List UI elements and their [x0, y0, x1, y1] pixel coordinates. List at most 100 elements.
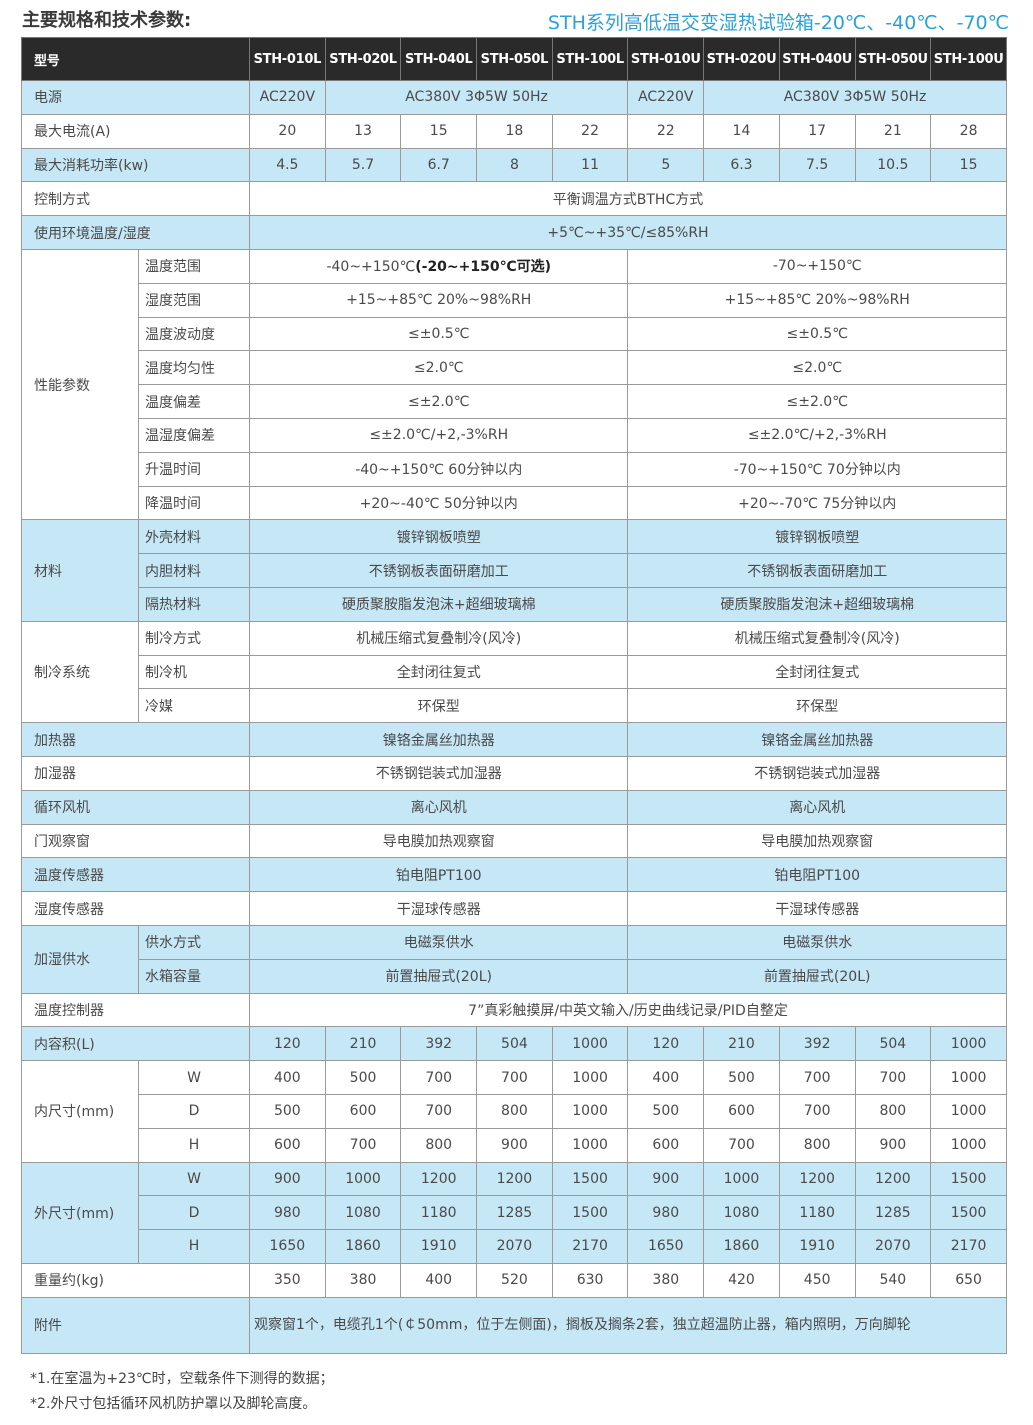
u-series-value: 不锈钢铠装式加湿器: [627, 755, 1007, 791]
table-row: 温度均匀性 ≤2.0℃ ≤2.0℃: [22, 350, 1007, 386]
value-cell: 700: [778, 1093, 856, 1129]
row-label: 加湿器: [21, 755, 250, 791]
l-series-value: 导电膜加热观察窗: [248, 823, 629, 859]
value-cell: 13: [324, 113, 402, 149]
u-series-value: ≤2.0℃: [627, 350, 1007, 386]
l-series-value: ≤2.0℃: [248, 350, 629, 386]
value-cell: 800: [400, 1127, 478, 1163]
value-cell: 1500: [551, 1161, 629, 1197]
l-series-text: 机械压缩式复叠制冷(风冷): [356, 631, 522, 648]
value-cell: 7.5: [778, 147, 856, 183]
group-label: 外尺寸(mm): [21, 1161, 139, 1264]
value-cell: 392: [778, 1026, 856, 1062]
value-cell: 2070: [854, 1229, 932, 1264]
sub-label: H: [138, 1229, 250, 1264]
table-row: 湿度传感器 干湿球传感器 干湿球传感器: [21, 891, 1007, 926]
value-cell: 500: [627, 1093, 705, 1129]
value-cell: 1860: [703, 1229, 780, 1264]
model-name: STH-010L: [249, 37, 326, 81]
spec-table: 型号 STH-010L STH-020L STH-040L STH-050L STH-10…: [21, 37, 1007, 1354]
value-cell: 1200: [476, 1161, 553, 1197]
value-cell: 1285: [854, 1195, 932, 1231]
l-series-text: ≤±2.0℃: [407, 393, 470, 410]
value-cell: 600: [249, 1127, 326, 1163]
u-series-value: 干湿球传感器: [627, 891, 1007, 926]
table-row: 制冷系统 制冷方式 机械压缩式复叠制冷(风冷) 机械压缩式复叠制冷(风冷): [21, 620, 1007, 724]
value-cell: 1200: [400, 1161, 478, 1197]
sub-label: H: [138, 1127, 250, 1163]
l-series-value: +20~-40℃ 50分钟以内: [248, 485, 629, 521]
sub-label: 温度均匀性: [138, 350, 250, 386]
table-row: 性能参数 温度范围 -40~+150℃(-20~+150℃可选) -70~+150℃: [21, 248, 1007, 521]
value-cell: 1000: [551, 1060, 629, 1095]
l-series-value: ≤±2.0℃/+2,-3%RH: [248, 417, 629, 453]
u-series-value: ≤±0.5℃: [627, 316, 1007, 352]
value-cell: 1650: [249, 1229, 326, 1264]
row-label: 加热器: [21, 722, 250, 757]
value-cell: 700: [400, 1060, 478, 1095]
row-label: 内容积(L): [21, 1026, 250, 1062]
l-series-value: 不锈钢铠装式加湿器: [248, 755, 629, 791]
product-series-title: STH系列高低温交变湿热试验箱-20℃、-40℃、-70℃: [547, 12, 1009, 34]
table-row: 内容积(L) 120 210 392 504 1000 120 210 392 504 1000: [21, 1026, 1007, 1062]
value-cell: 平衡调温方式BTHC方式: [249, 181, 1007, 217]
value-cell: 1000: [930, 1127, 1007, 1163]
value-cell: AC380V 3Φ5W 50Hz: [324, 80, 629, 115]
value-cell: 20: [249, 113, 326, 149]
value-cell: 400: [400, 1262, 478, 1298]
value-cell: 7”真彩触摸屏/中英文输入/历史曲线记录/PID自整定: [249, 992, 1007, 1028]
l-series-text: 环保型: [417, 698, 460, 715]
sub-label: 供水方式: [138, 924, 250, 960]
table-row: D 980 1080 1180 1285 1500 980 1080 1180 1285 1500: [22, 1195, 1007, 1231]
l-series-text: 全封闭往复式: [396, 664, 481, 681]
section-title: 主要规格和技术参数:: [22, 10, 192, 31]
l-series-value: ≤±2.0℃: [248, 384, 629, 419]
value-cell: 504: [854, 1026, 932, 1062]
value-cell: 700: [400, 1093, 478, 1129]
value-cell: 450: [778, 1262, 856, 1298]
l-series-value: 离心风机: [248, 789, 629, 825]
value-cell: AC380V 3Φ5W 50Hz: [703, 80, 1007, 115]
value-cell: 800: [778, 1127, 856, 1163]
table-row: 加热器 镍铬金属丝加热器 镍铬金属丝加热器: [21, 722, 1007, 757]
value-cell: 21: [854, 113, 932, 149]
u-series-value: 机械压缩式复叠制冷(风冷): [627, 620, 1007, 656]
model-name: STH-020U: [703, 37, 780, 81]
value-cell: 1000: [551, 1026, 629, 1062]
l-series-value: 机械压缩式复叠制冷(风冷): [248, 620, 629, 656]
group-label: 材料: [21, 519, 139, 622]
value-cell: 1500: [930, 1195, 1007, 1231]
sub-label: 制冷机: [138, 654, 250, 690]
value-cell: 700: [476, 1060, 553, 1095]
u-series-value: 硬质聚胺脂发泡沫+超细玻璃棉: [627, 586, 1007, 622]
l-series-value: 硬质聚胺脂发泡沫+超细玻璃棉: [248, 586, 629, 622]
l-series-value: 前置抽屉式(20L): [248, 958, 629, 994]
value-cell: 1910: [400, 1229, 478, 1264]
l-series-value: ≤±0.5℃: [248, 316, 629, 352]
table-row: 冷媒 环保型 环保型: [22, 688, 1007, 724]
sub-label: 温度偏差: [138, 384, 250, 419]
table-row: 循环风机 离心风机 离心风机: [21, 789, 1007, 825]
sub-label: W: [138, 1161, 250, 1197]
value-cell: 700: [324, 1127, 402, 1163]
value-cell: 504: [476, 1026, 553, 1062]
u-series-value: -70~+150℃: [627, 248, 1007, 284]
value-cell: 900: [854, 1127, 932, 1163]
table-row: 电源 AC220V AC380V 3Φ5W 50Hz AC220V AC380V 3Φ5…: [21, 80, 1007, 115]
sub-label: 制冷方式: [138, 620, 250, 656]
l-series-text: +15~+85℃ 20%~98%RH: [346, 292, 532, 309]
table-row: 隔热材料 硬质聚胺脂发泡沫+超细玻璃棉 硬质聚胺脂发泡沫+超细玻璃棉: [22, 586, 1007, 622]
table-row: 水箱容量 前置抽屉式(20L) 前置抽屉式(20L): [22, 958, 1007, 994]
value-cell: 6.7: [400, 147, 478, 183]
value-cell: 1000: [551, 1127, 629, 1163]
table-header-row: 型号 STH-010L STH-020L STH-040L STH-050L STH-10…: [21, 37, 1007, 81]
model-name: STH-040U: [778, 37, 856, 81]
value-cell: 380: [627, 1262, 705, 1298]
table-row: 温度波动度 ≤±0.5℃ ≤±0.5℃: [22, 316, 1007, 352]
value-cell: 120: [249, 1026, 326, 1062]
value-cell: 1500: [551, 1195, 629, 1231]
value-cell: 1000: [324, 1161, 402, 1197]
table-row: 温度传感器 铂电阻PT100 铂电阻PT100: [21, 857, 1007, 893]
sub-label: 升温时间: [138, 451, 250, 487]
value-cell: 14: [703, 113, 780, 149]
